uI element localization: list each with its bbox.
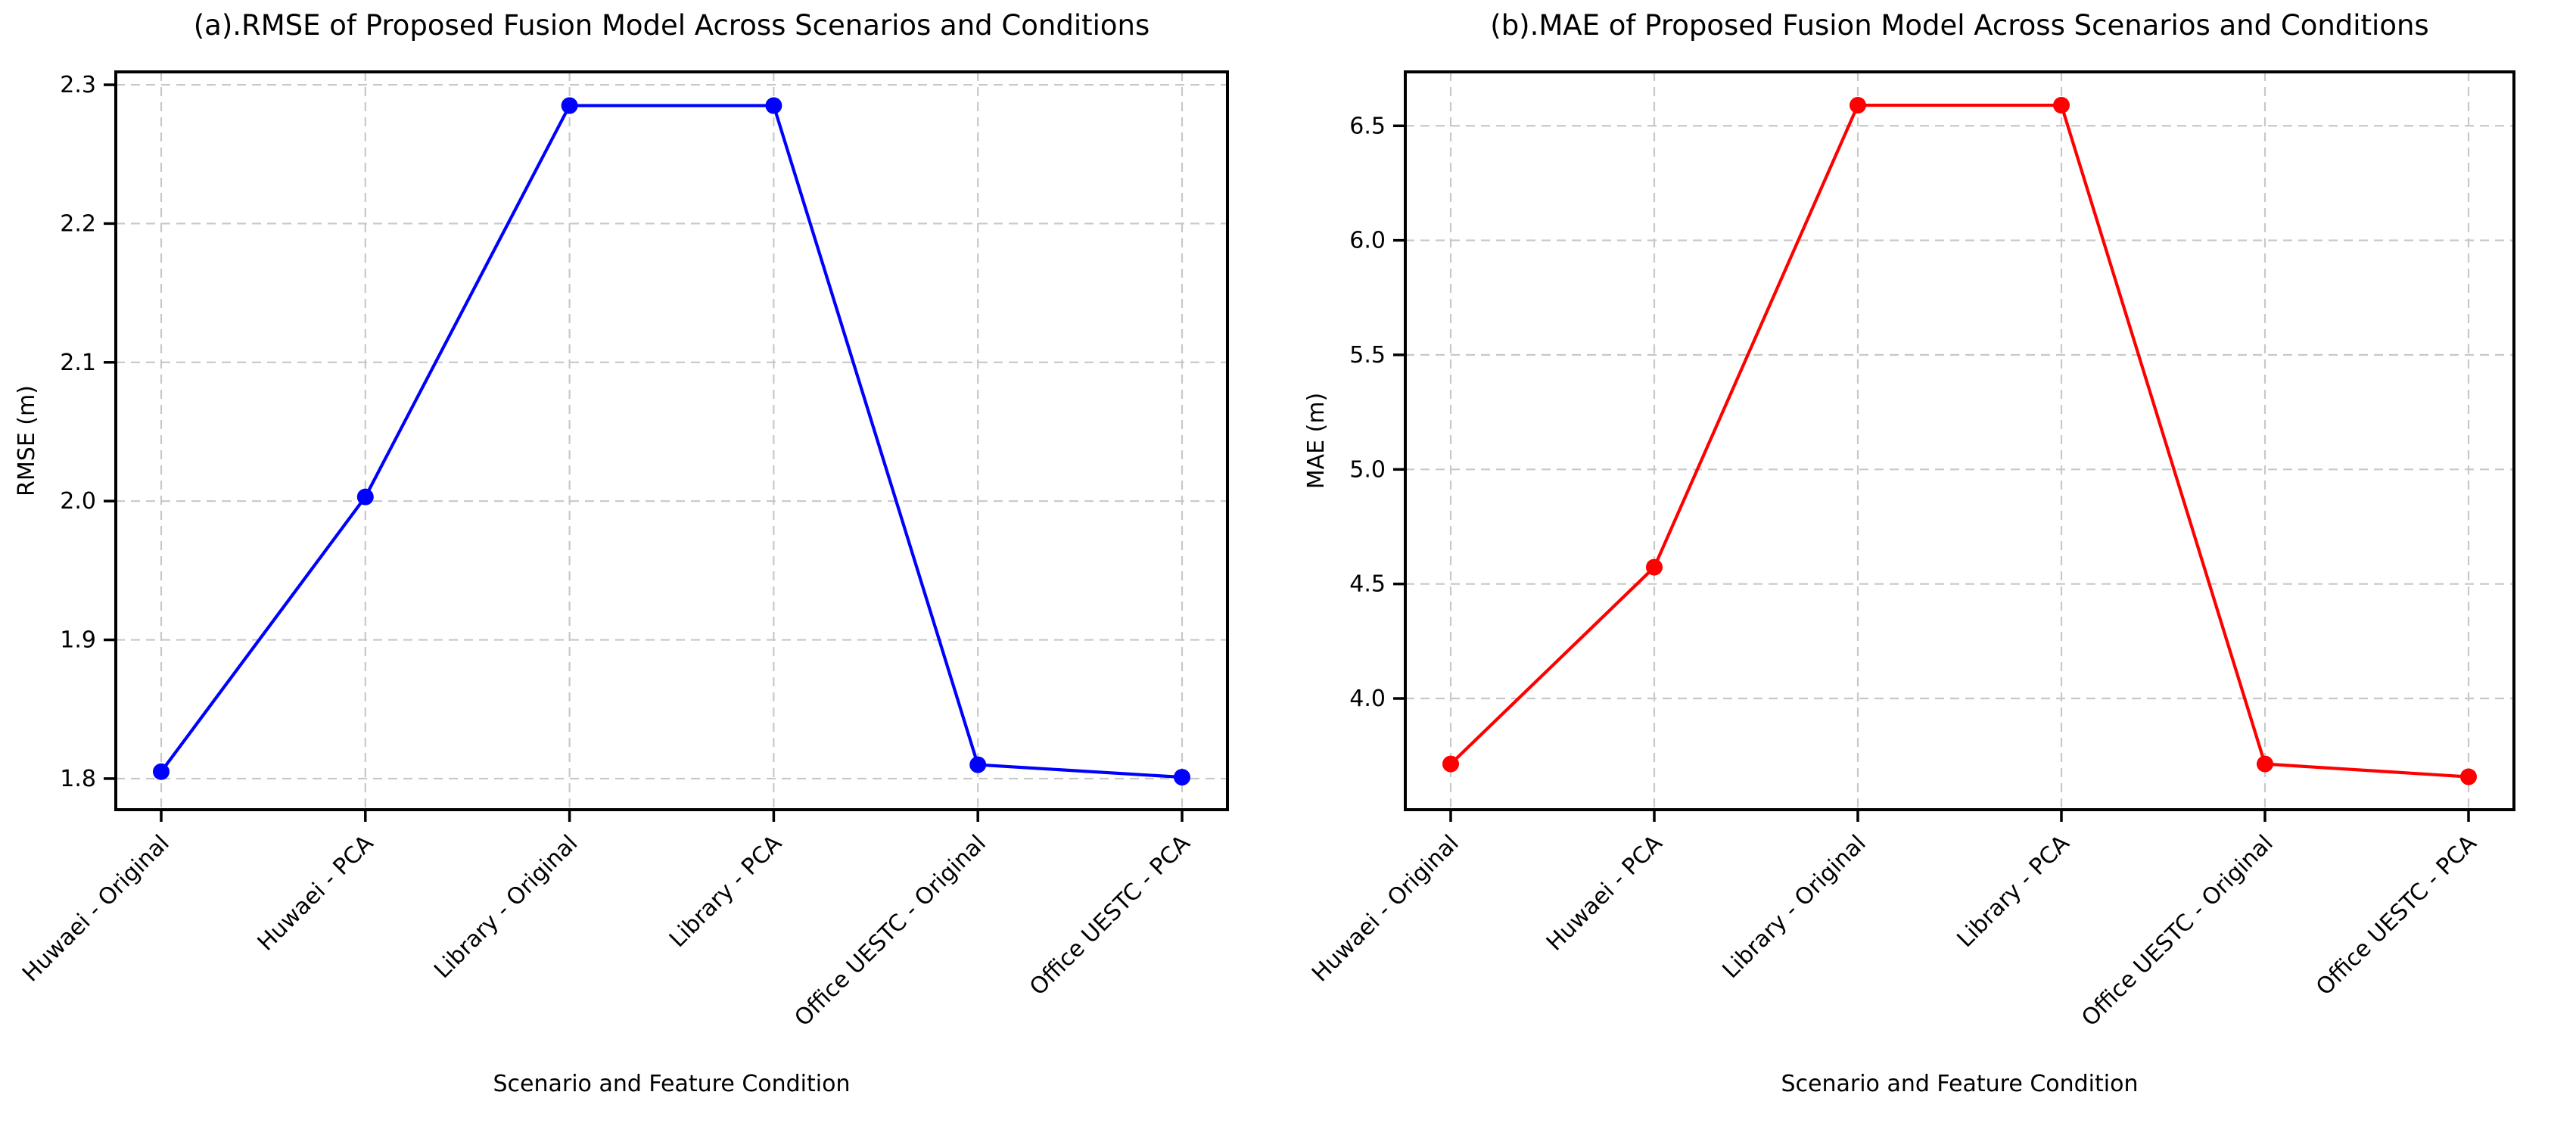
y-tick-label: 2.3 — [60, 72, 96, 98]
y-tick-label: 5.5 — [1349, 342, 1386, 369]
data-point — [1850, 97, 1866, 114]
data-point — [2460, 768, 2477, 785]
data-point — [969, 756, 987, 773]
y-tick-label: 6.5 — [1349, 113, 1386, 139]
data-point — [561, 97, 578, 114]
y-tick-label: 6.0 — [1349, 228, 1386, 254]
y-tick-label: 2.0 — [60, 488, 96, 515]
y-tick-label: 1.9 — [60, 627, 96, 654]
y-tick-label: 2.2 — [60, 210, 96, 237]
y-tick-label: 2.1 — [60, 350, 96, 376]
x-axis-label: Scenario and Feature Condition — [493, 1071, 851, 1097]
data-point — [2257, 755, 2273, 773]
y-tick-label: 1.8 — [60, 766, 96, 792]
y-tick-label: 5.0 — [1349, 456, 1386, 483]
data-point — [153, 763, 170, 780]
chart-title: (b).MAE of Proposed Fusion Model Across … — [1490, 9, 2428, 42]
data-point — [356, 488, 374, 505]
data-point — [765, 97, 782, 114]
data-point — [1646, 558, 1663, 576]
y-axis-label: RMSE (m) — [14, 385, 40, 496]
y-axis-label: MAE (m) — [1303, 393, 1330, 490]
data-point — [1442, 755, 1459, 773]
axes-box — [1404, 70, 2515, 811]
data-line — [1449, 103, 2469, 779]
data-point — [1174, 769, 1190, 786]
x-axis-label: Scenario and Feature Condition — [1781, 1071, 2139, 1097]
axes-box — [114, 70, 1229, 811]
data-point — [2053, 97, 2070, 114]
y-tick-label: 4.0 — [1349, 686, 1386, 712]
y-tick-label: 4.5 — [1349, 571, 1386, 598]
data-line — [160, 104, 1183, 779]
chart-title: (a).RMSE of Proposed Fusion Model Across… — [194, 9, 1150, 42]
